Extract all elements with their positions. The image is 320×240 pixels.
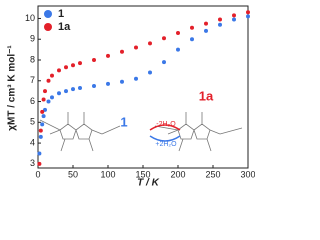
point	[232, 17, 236, 22]
point	[120, 49, 124, 54]
point	[92, 58, 96, 62]
annotation: -2H₂O	[156, 121, 176, 128]
point	[134, 45, 138, 50]
point	[37, 161, 42, 166]
point	[64, 65, 68, 70]
point	[50, 73, 54, 78]
x-tick-label: 50	[68, 169, 78, 179]
y-tick-label: 7	[30, 75, 35, 85]
point	[218, 17, 222, 22]
point	[148, 41, 152, 46]
point	[232, 13, 236, 18]
point	[120, 79, 124, 84]
point	[162, 60, 166, 65]
x-tick-label: 300	[240, 169, 255, 179]
point	[57, 68, 61, 73]
point	[148, 70, 152, 75]
x-axis-label: T / K	[137, 178, 159, 189]
legend-marker	[44, 23, 52, 31]
x-tick-label: 150	[135, 169, 150, 179]
point	[190, 37, 194, 42]
y-tick-label: 5	[30, 117, 35, 127]
y-tick-label: 8	[30, 54, 35, 64]
annotation: 1a	[199, 88, 214, 103]
point	[78, 86, 82, 91]
x-tick-label: 200	[170, 169, 185, 179]
x-tick-label: 250	[205, 169, 220, 179]
point	[190, 25, 194, 30]
point	[106, 53, 110, 58]
annotation: +2H₂O	[155, 141, 177, 148]
y-tick-label: 10	[25, 13, 35, 23]
point	[246, 10, 250, 15]
legend-label: 1a	[58, 21, 71, 33]
arrow	[149, 124, 181, 131]
point	[92, 83, 96, 88]
chart: 1 1a -2H₂O +2H₂O T / K χMT / cm³ K mol⁻¹…	[7, 5, 255, 189]
point	[37, 151, 42, 156]
point	[106, 81, 110, 86]
y-tick-label: 3	[30, 158, 35, 168]
point	[46, 99, 51, 104]
point	[204, 28, 208, 33]
y-axis-label: χMT / cm³ K mol⁻¹	[7, 45, 18, 131]
point	[46, 78, 51, 83]
point	[78, 61, 82, 66]
x-tick-label: 0	[35, 169, 40, 179]
point	[134, 76, 138, 81]
annotation: 1	[120, 114, 127, 129]
point	[246, 14, 250, 19]
y-tick-label: 9	[30, 34, 35, 44]
point	[43, 107, 47, 112]
point	[64, 89, 68, 94]
point	[162, 36, 166, 41]
point	[40, 109, 45, 114]
point	[57, 91, 61, 96]
point	[176, 31, 180, 35]
arrow	[149, 135, 181, 142]
point	[38, 128, 43, 133]
point	[218, 22, 222, 27]
legend-label: 1	[58, 8, 64, 20]
legend-marker	[44, 10, 52, 18]
y-tick-label: 6	[30, 96, 35, 106]
point	[41, 97, 46, 102]
point	[43, 89, 47, 94]
point	[41, 114, 46, 119]
point	[40, 122, 45, 127]
y-tick-label: 4	[30, 137, 35, 147]
point	[176, 47, 180, 52]
point	[71, 63, 75, 68]
point	[38, 134, 43, 139]
point	[204, 21, 208, 26]
point	[50, 95, 54, 100]
inset-structures: 1 1a -2H₂O +2H₂O	[39, 88, 243, 152]
x-tick-label: 100	[100, 169, 115, 179]
point	[71, 87, 75, 92]
